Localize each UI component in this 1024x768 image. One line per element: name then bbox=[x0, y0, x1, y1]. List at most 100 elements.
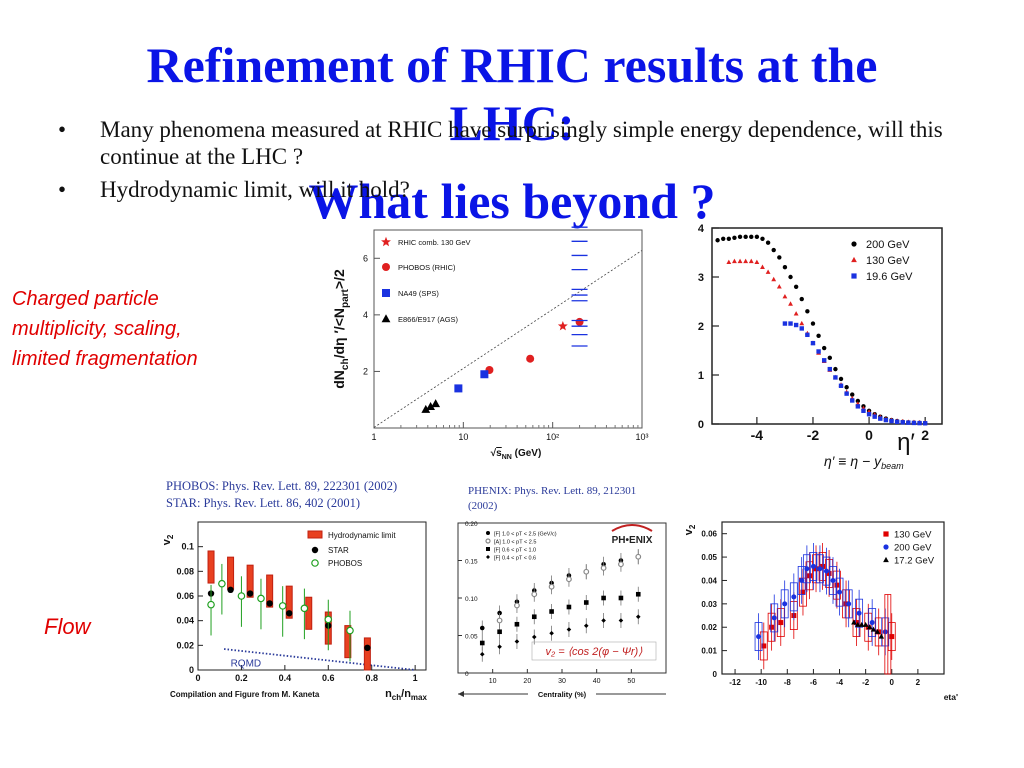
figure-credit: Compilation and Figure from M. Kaneta bbox=[170, 690, 320, 699]
data-point bbox=[810, 321, 816, 326]
x-tick-label: 1 bbox=[413, 673, 418, 683]
legend-marker bbox=[883, 531, 889, 537]
legend-label: RHIC comb. 130 GeV bbox=[398, 238, 471, 247]
x-tick-label: 30 bbox=[558, 678, 566, 685]
y-tick-label: 4 bbox=[698, 223, 705, 235]
data-point bbox=[278, 602, 287, 610]
data-point bbox=[549, 609, 554, 614]
slide-title-line-1: Refinement of RHIC results at the bbox=[146, 37, 878, 93]
data-point bbox=[854, 620, 860, 626]
x-tick-label: 0.2 bbox=[235, 673, 248, 683]
y-tick-label: 0.06 bbox=[701, 530, 717, 539]
data-point bbox=[813, 566, 819, 572]
data-point bbox=[497, 629, 502, 635]
data-point bbox=[754, 234, 760, 240]
data-point bbox=[754, 259, 760, 265]
multiplicity-label: Charged particle multiplicity, scaling, … bbox=[12, 284, 198, 374]
y-axis-label: v2 bbox=[683, 524, 697, 535]
data-point bbox=[850, 398, 855, 403]
legend-marker bbox=[883, 544, 889, 550]
data-point bbox=[878, 633, 885, 639]
phenix-reference: PHENIX: Phys. Rev. Lett. 89, 212301 (200… bbox=[468, 484, 636, 514]
x-axis-label-bg bbox=[528, 688, 596, 700]
data-point bbox=[827, 355, 833, 361]
x-tick-label: 2 bbox=[921, 427, 929, 443]
data-point bbox=[771, 247, 776, 253]
y-axis-label: dNch/dη ′/<Npart>/2 bbox=[331, 269, 351, 389]
data-point bbox=[805, 309, 810, 314]
data-point bbox=[266, 600, 273, 607]
data-point bbox=[426, 401, 435, 410]
data-point bbox=[834, 582, 840, 588]
flow-label: Flow bbox=[44, 614, 91, 639]
data-point bbox=[826, 570, 832, 576]
y-tick-label: 0.06 bbox=[176, 591, 194, 601]
y-tick-label: 0.02 bbox=[701, 623, 717, 632]
data-point bbox=[782, 601, 788, 607]
x-axis-label: eta' bbox=[944, 692, 958, 702]
legend-label: E866/E917 (AGS) bbox=[398, 315, 459, 324]
legend-label: [F] 1.0 < pT < 2.5 (GeV/c) bbox=[494, 532, 557, 538]
data-point bbox=[850, 392, 855, 397]
data-point bbox=[726, 236, 732, 241]
data-point bbox=[531, 591, 538, 598]
data-point bbox=[837, 589, 843, 595]
data-point bbox=[821, 345, 827, 351]
x-tick-label: -2 bbox=[807, 427, 820, 443]
hydro-limit-box bbox=[227, 556, 235, 590]
x-tick-label: 1 bbox=[371, 432, 376, 442]
data-point bbox=[799, 320, 805, 326]
v2-vs-nch-chart: 0 0.2 0.4 0.6 0.8 1 0 0.02 0.04 0.06 0.08 0.1 RQMD Hy… bbox=[161, 521, 427, 702]
data-point bbox=[922, 421, 928, 426]
data-point bbox=[575, 317, 584, 326]
legend-marker bbox=[311, 559, 319, 567]
v2-formula: v₂ = ⟨cos 2(φ − Ψr)⟩ bbox=[546, 646, 644, 658]
data-point bbox=[894, 419, 900, 424]
legend-marker bbox=[381, 314, 391, 323]
data-point bbox=[237, 592, 246, 600]
fit-line bbox=[373, 250, 643, 428]
data-point bbox=[566, 576, 572, 583]
data-point bbox=[760, 264, 765, 269]
data-point bbox=[743, 258, 749, 264]
data-point bbox=[479, 640, 485, 646]
data-point bbox=[889, 634, 895, 640]
hydro-limit-box bbox=[246, 564, 254, 598]
x-tick-label: 0 bbox=[890, 678, 895, 687]
data-point bbox=[782, 265, 788, 270]
data-point bbox=[364, 644, 371, 651]
systematic-box bbox=[884, 594, 892, 675]
multiplicity-label-line: multiplicity, scaling, bbox=[12, 318, 182, 340]
data-point bbox=[726, 259, 732, 265]
data-point bbox=[788, 301, 793, 306]
legend-label: STAR bbox=[328, 546, 349, 555]
x-axis-arrowhead bbox=[458, 691, 464, 697]
data-point bbox=[454, 384, 463, 393]
data-point bbox=[843, 601, 849, 607]
y-tick-label: 0.04 bbox=[701, 576, 717, 585]
data-point bbox=[817, 566, 823, 572]
data-point bbox=[771, 615, 777, 621]
data-point bbox=[874, 628, 881, 634]
x-tick-label: -4 bbox=[751, 427, 764, 443]
data-point bbox=[793, 284, 799, 289]
data-point bbox=[869, 620, 875, 626]
limiting-fragmentation-chart: -4 -2 0 2 0 1 2 3 4 200 GeV 130 GeV 19.6 GeV η′η′ ≡ … bbox=[698, 223, 943, 471]
data-point bbox=[872, 414, 877, 419]
data-point bbox=[743, 234, 748, 240]
data-point bbox=[838, 376, 844, 382]
x-tick-label: -12 bbox=[729, 678, 741, 687]
multiplicity-label-line: Charged particle bbox=[12, 288, 159, 310]
data-point bbox=[601, 595, 606, 601]
data-point bbox=[866, 412, 872, 417]
legend-marker bbox=[486, 555, 490, 559]
data-point bbox=[856, 610, 862, 616]
hydro-limit-box bbox=[285, 585, 293, 619]
data-point bbox=[769, 624, 775, 630]
formula-frame bbox=[531, 641, 657, 661]
x-tick-label: 50 bbox=[627, 678, 635, 685]
data-point bbox=[765, 269, 771, 274]
data-point bbox=[721, 236, 726, 241]
data-point bbox=[858, 621, 865, 627]
data-point bbox=[810, 340, 816, 346]
